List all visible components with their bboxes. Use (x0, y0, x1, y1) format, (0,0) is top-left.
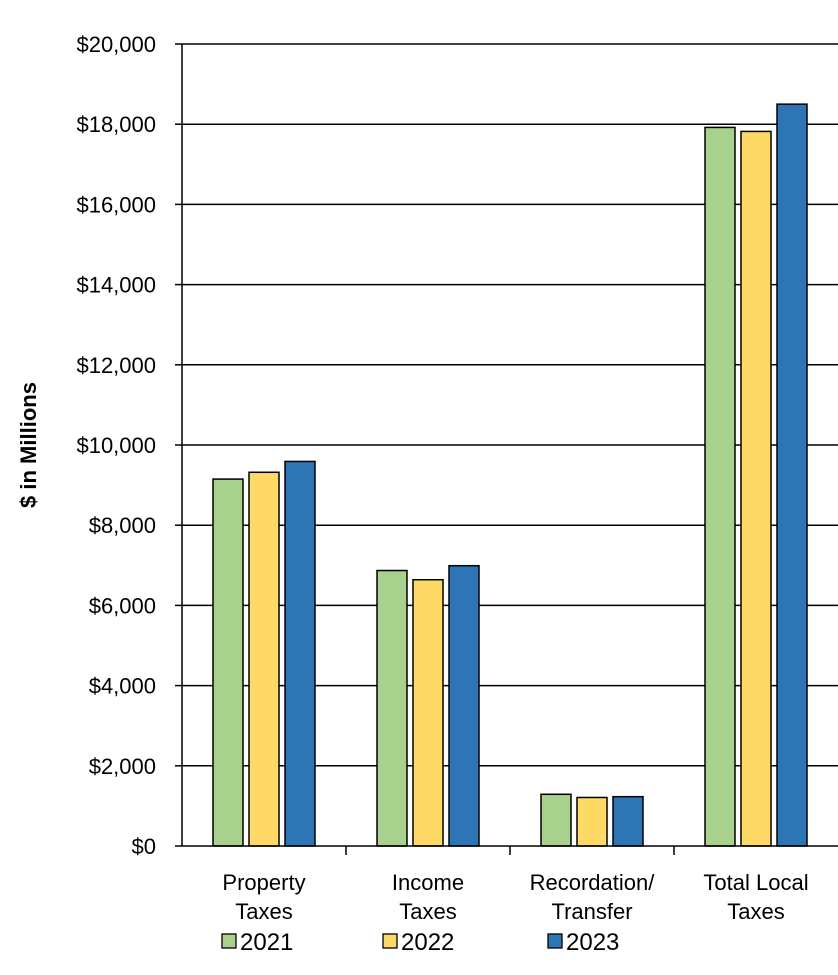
bar-2023-0 (284, 460, 316, 847)
y-tick-label: $20,000 (76, 32, 156, 57)
y-tick-label: $14,000 (76, 273, 156, 298)
x-tick-label: Recordation/Transfer (530, 870, 656, 924)
y-tick-label: $2,000 (89, 754, 156, 779)
y-tick-label: $16,000 (76, 192, 156, 217)
gridlines (182, 43, 838, 767)
bar-2021-0 (212, 478, 244, 847)
bars (212, 103, 808, 847)
y-axis-title: $ in Millions (16, 382, 41, 508)
y-tick-label: $18,000 (76, 112, 156, 137)
y-tick-label: $4,000 (89, 674, 156, 699)
x-tick-label: Property Taxes (222, 870, 305, 924)
legend-label-2022: 2022 (401, 929, 454, 956)
axes (175, 43, 838, 855)
legend-swatch-2022 (382, 933, 398, 949)
bar-2022-1 (412, 578, 444, 847)
bar-2021-1 (376, 569, 408, 847)
legend-swatch-2021 (221, 933, 237, 949)
y-tick-label: $10,000 (76, 433, 156, 458)
x-tick-labels: Property Taxes Income Taxes Recordation/Tran… (222, 870, 808, 924)
y-tick-label: $0 (132, 834, 156, 859)
y-tick-label: $8,000 (89, 513, 156, 538)
bar-2021-3 (704, 126, 736, 847)
y-tick-labels: $0 $2,000 $4,000 $6,000 $8,000 $10,000 $12,000… (76, 32, 156, 859)
y-tick-label: $12,000 (76, 353, 156, 378)
bar-2022-0 (248, 471, 280, 847)
legend-label-2021: 2021 (240, 929, 293, 956)
bar-2023-3 (776, 103, 808, 847)
bar-2022-2 (576, 796, 608, 847)
bar-2022-3 (740, 130, 772, 847)
bar-2023-1 (448, 564, 480, 847)
y-tick-label: $6,000 (89, 593, 156, 618)
legend-swatch-2023 (547, 933, 563, 949)
legend-label-2023: 2023 (566, 929, 619, 956)
legend: 2021 2022 2023 (221, 929, 619, 956)
x-tick-label: Income Taxes (392, 870, 464, 924)
bar-2023-2 (612, 795, 644, 847)
x-tick-label: Total Local Taxes (703, 870, 808, 924)
bar-2021-2 (540, 793, 572, 847)
